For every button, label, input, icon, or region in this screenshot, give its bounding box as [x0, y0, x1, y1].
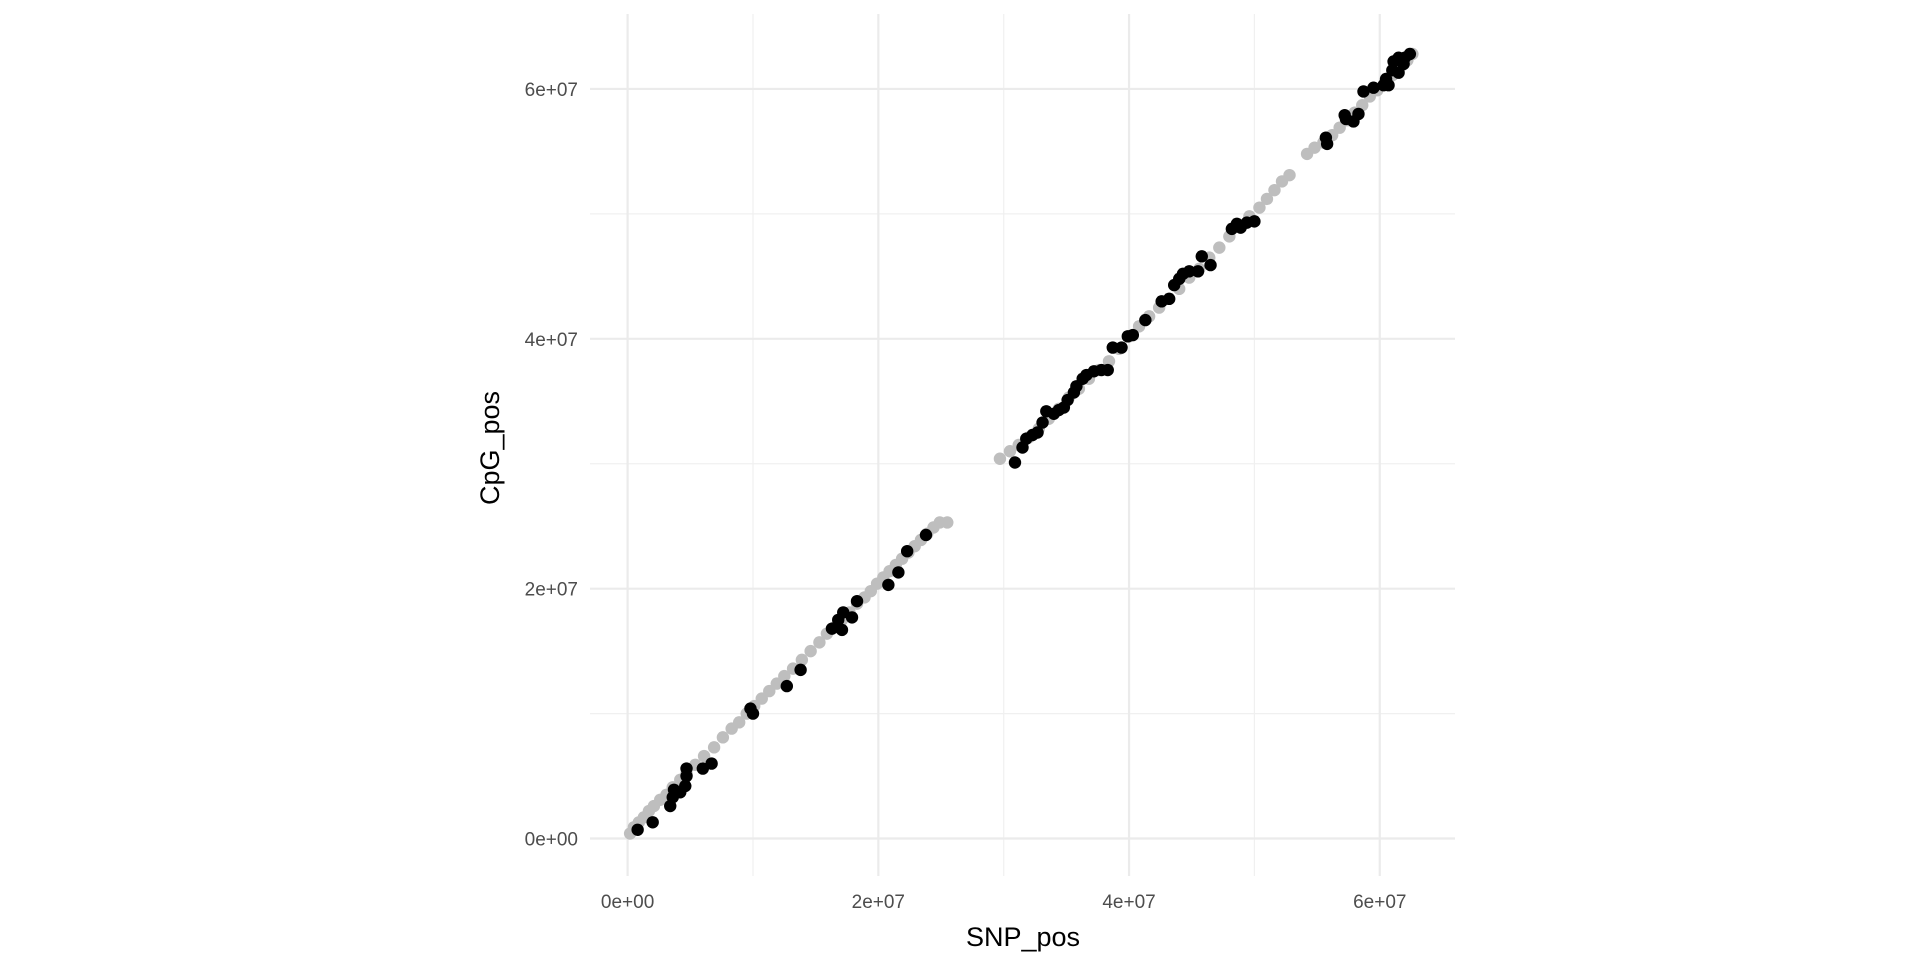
y-tick-label: 4e+07: [525, 330, 578, 351]
data-point: [778, 669, 791, 683]
x-axis-tick-labels: 0e+00 2e+07 4e+07 6e+07: [601, 892, 1407, 913]
x-tick-label: 6e+07: [1353, 892, 1406, 913]
data-point: [1403, 47, 1417, 61]
data-point: [646, 816, 659, 829]
data-point: [770, 677, 783, 690]
data-point: [1101, 363, 1114, 377]
plot-panel: [590, 14, 1455, 876]
data-point: [892, 566, 905, 579]
minor-gridlines: [590, 14, 1455, 876]
data-point: [707, 741, 721, 754]
data-point: [850, 594, 864, 608]
x-axis-title: SNP_pos: [966, 922, 1080, 952]
data-point: [1036, 416, 1049, 429]
data-point: [1352, 107, 1365, 121]
data-point: [882, 578, 895, 592]
x-tick-label: 2e+07: [852, 892, 905, 913]
data-point: [804, 644, 817, 658]
y-tick-label: 2e+07: [525, 580, 578, 601]
data-point: [1213, 241, 1226, 254]
data-point: [1367, 81, 1380, 94]
x-tick-label: 0e+00: [601, 892, 654, 913]
data-point: [900, 544, 914, 558]
data-point: [1204, 258, 1217, 272]
data-point: [697, 749, 711, 763]
data-point: [835, 623, 849, 637]
data-point: [919, 528, 933, 542]
data-point: [780, 679, 794, 693]
data-point: [1268, 183, 1281, 197]
y-axis-tick-labels: 0e+00 2e+07 4e+07 6e+07: [525, 80, 578, 851]
data-point: [1260, 192, 1274, 206]
data-point: [993, 452, 1007, 465]
data-point: [1320, 137, 1334, 151]
data-point: [705, 757, 718, 770]
x-tick-label: 4e+07: [1102, 892, 1155, 913]
y-tick-label: 6e+07: [525, 80, 578, 101]
data-point: [845, 611, 859, 624]
data-point: [795, 653, 809, 667]
data-point: [732, 716, 746, 729]
data-point: [1031, 426, 1044, 439]
data-point: [1008, 456, 1022, 469]
data-point: [716, 731, 730, 744]
data-point: [1106, 341, 1119, 354]
data-point: [1333, 121, 1346, 134]
data-point: [755, 692, 768, 705]
data-point: [1183, 265, 1196, 278]
data-point: [1162, 292, 1176, 306]
data-point: [1003, 445, 1017, 458]
data-point: [1195, 250, 1208, 263]
y-axis-title: CpG_pos: [475, 391, 505, 505]
data-point: [1382, 79, 1395, 92]
y-tick-label: 0e+00: [525, 830, 578, 851]
data-point: [679, 779, 692, 793]
data-point: [1248, 215, 1261, 228]
major-gridlines: [590, 14, 1455, 876]
data-point: [941, 516, 954, 529]
data-point: [1191, 265, 1205, 278]
data-point: [763, 684, 776, 698]
data-point: [1115, 341, 1128, 354]
data-point: [680, 762, 693, 775]
data-point: [813, 636, 826, 649]
data-point: [794, 663, 807, 677]
data-point: [1126, 328, 1140, 342]
data-point: [1253, 201, 1266, 214]
data-point: [631, 823, 644, 836]
data-point: [746, 707, 760, 720]
data-point: [1283, 168, 1296, 182]
data-point: [1357, 85, 1370, 98]
data-point: [1139, 313, 1152, 327]
data-point: [825, 622, 839, 635]
series-black-points: [631, 47, 1417, 836]
